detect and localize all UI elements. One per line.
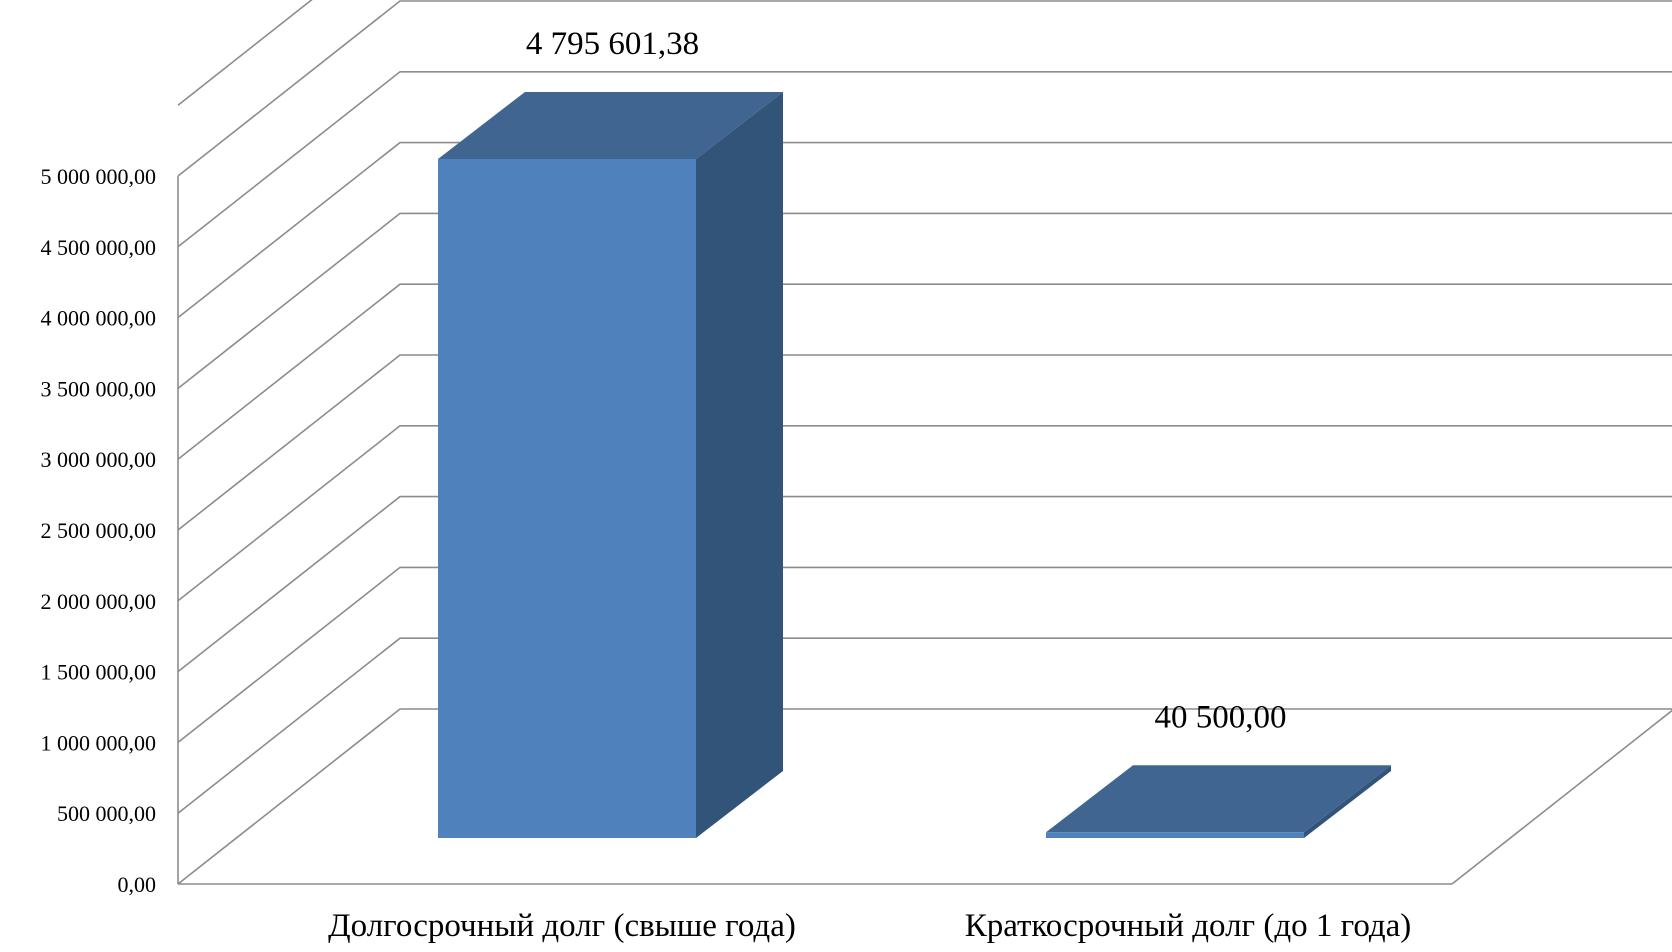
- gridline: [177, 495, 1672, 673]
- y-tick-label: 2 000 000,00: [41, 589, 157, 614]
- bar-top-face: [438, 91, 783, 159]
- gridline: [177, 566, 1672, 744]
- gridline: [177, 212, 1672, 390]
- bar-side-face: [696, 91, 783, 838]
- y-tick-label: 3 000 000,00: [41, 447, 157, 472]
- bar-top-face: [1046, 765, 1391, 833]
- data-labels: 4 795 601,38 40 500,00: [526, 26, 1287, 735]
- y-tick-label: 3 500 000,00: [41, 376, 157, 401]
- bar-side-face: [1304, 765, 1391, 838]
- y-tick-label: 1 000 000,00: [41, 730, 157, 755]
- data-label: 40 500,00: [1155, 699, 1287, 735]
- axes: [177, 176, 1672, 885]
- gridline: [177, 708, 1672, 885]
- gridline: [177, 0, 1672, 177]
- bar: [1046, 765, 1391, 838]
- gridlines: [177, 0, 1672, 885]
- y-tick-label: 500 000,00: [57, 801, 156, 826]
- y-tick-label: 2 500 000,00: [41, 518, 157, 543]
- bar-front-face: [1046, 832, 1304, 838]
- y-tick-label: 1 500 000,00: [41, 660, 157, 685]
- y-tick-label: 4 000 000,00: [41, 306, 157, 331]
- y-tick-labels: 0,00 500 000,00 1 000 000,00 1 500 000,00 2 …: [41, 164, 157, 897]
- gridline: [177, 283, 1672, 460]
- bars: [438, 91, 1391, 838]
- floor-edge: [1451, 709, 1672, 885]
- data-label: 4 795 601,38: [526, 26, 699, 62]
- y-tick-label: 5 000 000,00: [41, 164, 157, 189]
- gridline: [177, 354, 1672, 531]
- bar-front-face: [438, 158, 696, 838]
- category-label: Краткосрочный долг (до 1 года): [965, 908, 1412, 944]
- y-tick-label: 0,00: [118, 872, 157, 897]
- y-tick-label: 4 500 000,00: [41, 235, 157, 260]
- category-label: Долгосрочный долг (свыше года): [328, 908, 796, 944]
- gridline: [177, 425, 1672, 602]
- gridline: [177, 141, 1672, 319]
- gridline: [177, 71, 1672, 248]
- gridline: [177, 0, 313, 106]
- category-labels: Долгосрочный долг (свыше года) Краткосроч…: [328, 908, 1411, 944]
- gridline: [177, 637, 1672, 814]
- bar: [438, 91, 783, 838]
